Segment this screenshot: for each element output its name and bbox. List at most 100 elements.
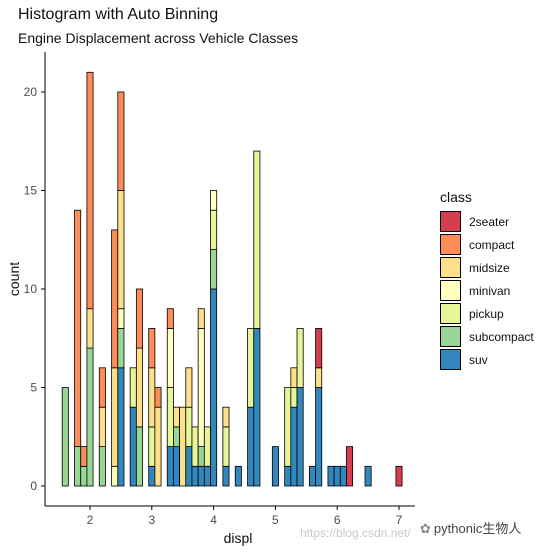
y-tick-label: 20 bbox=[24, 85, 38, 99]
legend-label: midsize bbox=[469, 260, 510, 275]
bar-midsize-3_6 bbox=[185, 367, 193, 408]
bar-compact-1_9 bbox=[80, 446, 88, 467]
bar-subcompact-2 bbox=[86, 347, 94, 487]
y-tick-label: 0 bbox=[30, 479, 37, 493]
bar-suv-4_2 bbox=[222, 465, 230, 487]
legend-item-suv: suv bbox=[440, 348, 534, 371]
bar-suv-5_3 bbox=[290, 406, 298, 487]
legend-label: minivan bbox=[469, 283, 511, 298]
brand-label: pythonic生物人 bbox=[433, 521, 522, 536]
bar-suv-3_9 bbox=[203, 465, 211, 487]
bar-minivan-3_8 bbox=[197, 327, 205, 447]
bar-subcompact-3_4 bbox=[173, 426, 181, 447]
bar-pickup-4 bbox=[210, 209, 218, 250]
x-tick-label: 7 bbox=[396, 513, 403, 527]
bar-subcompact-3_8 bbox=[197, 446, 205, 467]
legend-item-minivan: minivan bbox=[440, 279, 534, 302]
bar-compact-3_3 bbox=[166, 308, 174, 329]
bar-pickup-4_2 bbox=[222, 426, 230, 467]
bar-compact-2_5 bbox=[117, 91, 125, 191]
bar-suv-2_5 bbox=[117, 367, 125, 487]
bar-compact-2_2 bbox=[98, 367, 106, 408]
bar-subcompact-2_5 bbox=[117, 327, 125, 369]
bar-suv-3_3 bbox=[166, 446, 174, 487]
legend-swatch bbox=[440, 326, 461, 347]
bar-suv-3_6 bbox=[185, 446, 193, 487]
bar-suv-4_6 bbox=[247, 406, 255, 487]
bar-subcompact-1_6 bbox=[61, 387, 69, 487]
bar-compact-3 bbox=[148, 327, 156, 369]
bars-group bbox=[61, 71, 403, 487]
x-tick-label: 6 bbox=[334, 513, 341, 527]
bar-suv-5_6 bbox=[308, 465, 316, 487]
bar-subcompact-1_8 bbox=[74, 446, 82, 487]
wechat-icon: ✿ bbox=[420, 521, 431, 536]
bar-compact-3_1 bbox=[154, 387, 162, 408]
bar-pickup-5_2 bbox=[284, 387, 292, 467]
bar-suv-2_7 bbox=[129, 406, 137, 487]
legend-item-compact: compact bbox=[440, 233, 534, 256]
bar-midsize-5_3 bbox=[290, 367, 298, 388]
bar-minivan-4 bbox=[210, 190, 218, 211]
bar-minivan-3_3 bbox=[166, 327, 174, 388]
watermark: https://blog.csdn.net/ bbox=[300, 526, 411, 540]
bar-pickup-3 bbox=[148, 426, 156, 467]
bar-minivan-2_5 bbox=[117, 308, 125, 329]
bar-midsize-2_4 bbox=[111, 367, 119, 467]
bar-midsize-3_8 bbox=[197, 308, 205, 329]
bar-2seater-7 bbox=[395, 465, 403, 487]
bar-suv-5_9 bbox=[327, 465, 335, 487]
bar-suv-6_5 bbox=[364, 465, 372, 487]
legend-swatch bbox=[440, 234, 461, 255]
bar-2seater-5_7 bbox=[315, 327, 323, 369]
x-ticks: 2 3 4 5 6 7 bbox=[87, 506, 403, 527]
bar-minivan-2_4 bbox=[111, 465, 119, 487]
bar-suv-4_7 bbox=[253, 327, 261, 487]
bar-midsize-2 bbox=[86, 308, 94, 349]
bar-pickup-3_9 bbox=[203, 426, 211, 467]
y-tick-label: 15 bbox=[24, 184, 38, 198]
x-tick-label: 4 bbox=[210, 513, 217, 527]
y-tick-label: 10 bbox=[24, 282, 38, 296]
bar-midsize-4_2 bbox=[222, 406, 230, 428]
bar-suv-3_4 bbox=[173, 446, 181, 487]
bar-pickup-4_7 bbox=[253, 150, 261, 329]
bar-suv-3 bbox=[148, 465, 156, 487]
bar-compact-1_8 bbox=[74, 209, 82, 447]
bar-compact-2 bbox=[86, 71, 94, 310]
y-axis-label: count bbox=[6, 262, 22, 296]
bar-suv-5_7 bbox=[315, 387, 323, 487]
legend-label: 2seater bbox=[469, 214, 510, 229]
legend-swatch bbox=[440, 349, 461, 370]
legend-items: 2seater compact midsize minivan pickup subcom… bbox=[440, 210, 534, 371]
bar-suv-3_8 bbox=[197, 465, 205, 487]
bar-midsize-3_5 bbox=[179, 406, 187, 487]
bar-suv-5_2 bbox=[284, 465, 292, 487]
bar-compact-2_4 bbox=[111, 229, 119, 369]
bar-pickup-3_7 bbox=[191, 426, 199, 467]
bar-suv-6_1 bbox=[339, 465, 347, 487]
chart-subtitle: Engine Displacement across Vehicle Class… bbox=[18, 30, 299, 46]
bar-midsize-2_8 bbox=[135, 347, 143, 428]
bar-subcompact-4 bbox=[210, 249, 218, 290]
legend-label: subcompact bbox=[469, 329, 534, 344]
bar-midsize-5_7 bbox=[315, 367, 323, 388]
x-tick-label: 5 bbox=[272, 513, 279, 527]
bar-suv-4 bbox=[210, 288, 218, 487]
legend-title: class bbox=[440, 189, 472, 205]
legend-item-2seater: 2seater bbox=[440, 210, 534, 233]
y-tick-label: 5 bbox=[30, 381, 37, 395]
bar-midsize-2_5 bbox=[117, 190, 125, 310]
legend-label: compact bbox=[469, 237, 515, 252]
legend: class 2seater compact midsize minivan pickup… bbox=[440, 189, 534, 371]
legend-item-subcompact: subcompact bbox=[440, 325, 534, 348]
legend-swatch bbox=[440, 257, 461, 278]
legend-swatch bbox=[440, 303, 461, 324]
bar-suv-5 bbox=[271, 446, 279, 487]
brand-badge: ✿ pythonic生物人 bbox=[420, 518, 521, 537]
bar-subcompact-1_9 bbox=[80, 465, 88, 487]
chart-title: Histogram with Auto Binning bbox=[18, 6, 219, 23]
bar-compact-2_8 bbox=[135, 288, 143, 349]
bar-pickup-4_6 bbox=[247, 327, 255, 408]
bar-midsize-3 bbox=[148, 367, 156, 428]
